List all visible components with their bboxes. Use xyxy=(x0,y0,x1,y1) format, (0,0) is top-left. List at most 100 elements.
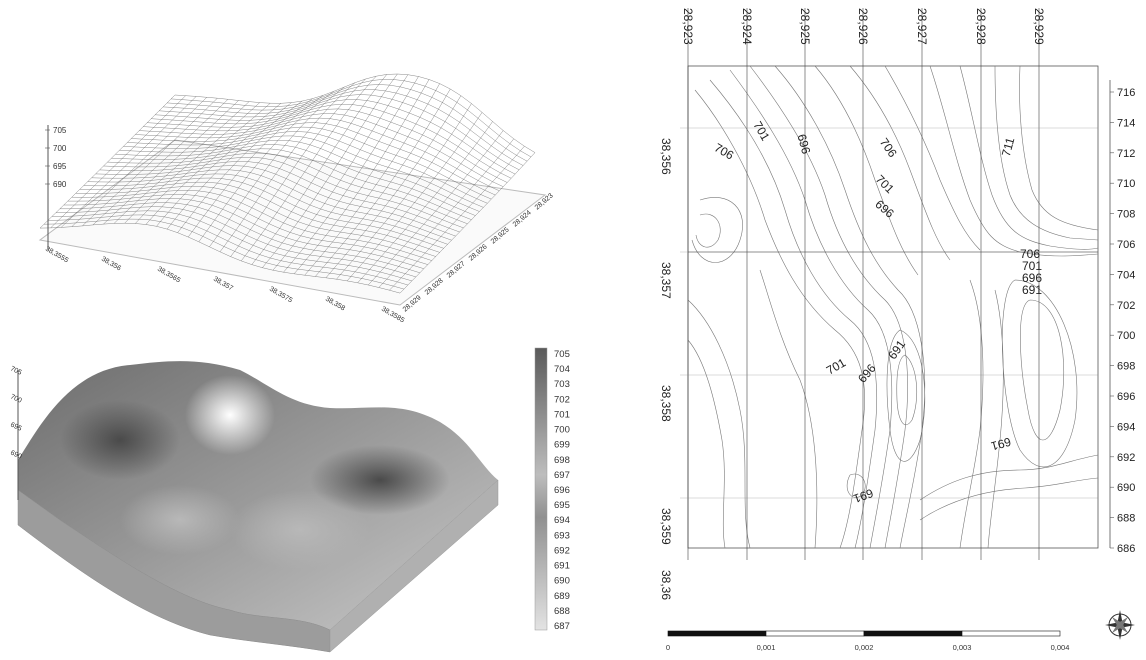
contour-value-label: 691 xyxy=(989,435,1012,454)
legend-label: 696 xyxy=(554,485,570,496)
contour-value-label: 706 xyxy=(1020,247,1040,261)
terrain-front-face-right xyxy=(329,479,499,653)
mesh-line xyxy=(155,99,516,175)
mesh-line xyxy=(107,152,468,224)
contour-value-label: 701 xyxy=(1022,259,1042,273)
contour-line xyxy=(814,65,919,276)
scale-bar-segment xyxy=(863,630,963,637)
x-tick-label: 38,358 xyxy=(324,296,346,313)
mesh-line xyxy=(230,78,366,257)
elevation-legend-bar xyxy=(534,347,548,631)
terrain-peak-highlight xyxy=(185,375,275,455)
contour-line xyxy=(959,279,984,549)
terrain-dark-region xyxy=(60,400,180,480)
legend-label: 697 xyxy=(554,470,570,481)
mesh-line xyxy=(111,148,472,220)
mesh-line xyxy=(378,138,514,288)
mesh-line xyxy=(272,74,409,271)
mesh-line xyxy=(262,73,398,268)
z-tick-label: 700 xyxy=(9,393,23,404)
shaded-surface-plot: 705 700 695 690 705 704 703 702 701 700 699 698 697… xyxy=(9,347,570,653)
legend-label: 700 xyxy=(554,425,570,436)
mesh-line xyxy=(357,121,493,283)
scale-bar-label: 0,004 xyxy=(1051,643,1070,652)
mesh-line xyxy=(170,79,532,158)
longitude-label: 28,925 xyxy=(798,8,812,45)
elevation-scale-label: 704 xyxy=(1117,269,1135,281)
mesh-line xyxy=(325,95,462,278)
legend-label: 699 xyxy=(554,440,570,451)
z-tick-label: 695 xyxy=(53,162,67,171)
latitude-label: 38,36 xyxy=(659,570,673,600)
legend-label: 687 xyxy=(554,621,570,632)
wireframe-base xyxy=(38,139,547,306)
z-tick-label: 705 xyxy=(9,365,23,376)
longitude-label: 28,923 xyxy=(681,8,695,45)
mesh-line xyxy=(293,79,430,274)
scale-bar: 0 0,001 0,002 0,003 0,004 xyxy=(666,630,1070,652)
elevation-scale-label: 694 xyxy=(1117,421,1135,433)
longitude-label: 28,926 xyxy=(856,8,870,45)
terrain-dark-region xyxy=(310,445,450,515)
contour-line xyxy=(687,339,726,549)
z-tick-label: 700 xyxy=(53,144,67,153)
legend-label: 692 xyxy=(554,545,570,556)
elevation-scale-label: 690 xyxy=(1117,482,1135,494)
mesh-line xyxy=(163,89,524,166)
mesh-line xyxy=(159,94,520,170)
contour-line xyxy=(987,289,1004,549)
scale-bar-segment xyxy=(765,630,865,637)
terrain-light-region xyxy=(230,490,370,570)
legend-label: 689 xyxy=(554,591,570,602)
elevation-legend-labels: 705 704 703 702 701 700 699 698 697 696 695 694 693 6… xyxy=(554,349,570,632)
x-tick-label: 38,3575 xyxy=(268,286,294,305)
north-arrow-icon xyxy=(1105,610,1135,640)
contour-value-label: 711 xyxy=(999,136,1018,158)
legend-label: 704 xyxy=(554,364,570,375)
elevation-scale-label: 692 xyxy=(1117,452,1135,464)
legend-label: 702 xyxy=(554,394,570,405)
elevation-scale-label: 700 xyxy=(1117,330,1135,342)
contour-line xyxy=(919,454,1099,501)
contour-line xyxy=(749,65,908,549)
longitude-label: 28,924 xyxy=(740,8,754,45)
latitude-label: 38,358 xyxy=(659,385,673,422)
contour-value-label: 696 xyxy=(1022,271,1042,285)
contour-line xyxy=(1020,299,1065,441)
wireframe-mesh xyxy=(39,73,536,294)
elevation-scale-label: 696 xyxy=(1117,391,1135,403)
mesh-line xyxy=(115,144,476,216)
mesh-line xyxy=(131,126,492,200)
elevation-scale-label: 702 xyxy=(1117,300,1135,312)
mesh-line xyxy=(174,73,536,153)
z-tick-label: 690 xyxy=(9,449,23,460)
mesh-line xyxy=(139,117,500,191)
contour-line xyxy=(849,65,951,261)
legend-label: 693 xyxy=(554,530,570,541)
legend-label: 694 xyxy=(554,515,570,526)
latitude-label: 38,359 xyxy=(659,508,673,545)
scale-bar-label: 0,003 xyxy=(953,643,972,652)
coordinate-grid xyxy=(680,8,1098,560)
map-frame xyxy=(687,65,1099,549)
longitude-label: 28,928 xyxy=(974,8,988,45)
elevation-scale-label: 716 xyxy=(1117,87,1135,99)
mesh-line xyxy=(151,104,512,179)
legend-label: 690 xyxy=(554,576,570,587)
latitude-label: 38,356 xyxy=(659,138,673,175)
contour-line xyxy=(709,79,878,549)
legend-label: 695 xyxy=(554,500,570,511)
contour-line xyxy=(691,197,743,263)
legend-label: 705 xyxy=(554,349,570,360)
contour-value-label: 691 xyxy=(1022,283,1042,297)
z-tick-label: 705 xyxy=(53,126,67,135)
mesh-line xyxy=(127,131,488,204)
mesh-line xyxy=(346,112,483,282)
mesh-line xyxy=(241,76,377,262)
legend-label: 691 xyxy=(554,561,570,572)
elevation-scale-label: 714 xyxy=(1117,117,1135,129)
elevation-scale-label: 688 xyxy=(1117,513,1135,525)
elevation-scale-label: 706 xyxy=(1117,239,1135,251)
z-axis-ticks: 705 700 695 690 xyxy=(9,365,23,460)
x-tick-label: 38,357 xyxy=(212,276,234,293)
